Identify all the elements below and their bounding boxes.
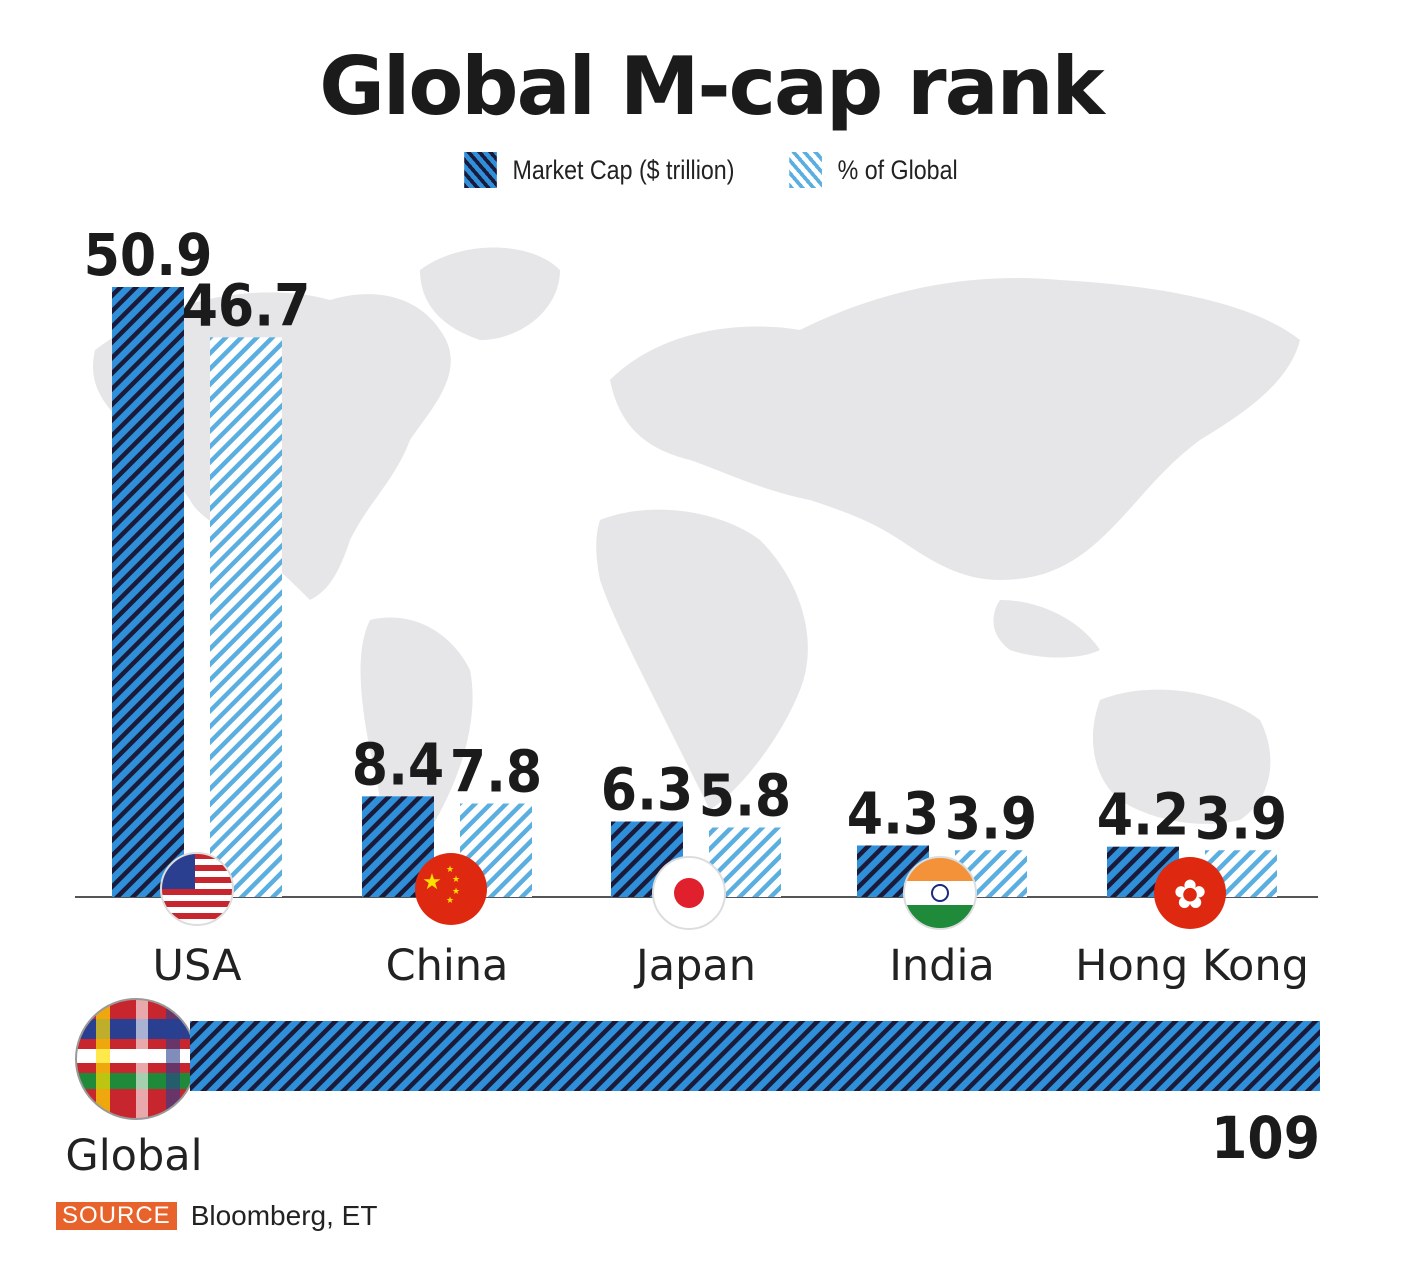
global-globe-icon — [75, 998, 197, 1120]
world-map-background — [92, 247, 1300, 874]
china-flag-icon: ★ ★ ★ ★ ★ — [415, 853, 487, 925]
legend: Market Cap ($ trillion) % of Global — [100, 152, 1323, 188]
svg-text:✿: ✿ — [1173, 872, 1207, 918]
legend-label-pct-global: % of Global — [837, 154, 958, 185]
chart-title: Global M-cap rank — [319, 40, 1105, 133]
value-label-usa-pct-global: 46.7 — [182, 271, 311, 339]
legend-swatch-pct-global — [789, 152, 823, 188]
value-label-japan-market-cap: 6.3 — [601, 755, 693, 823]
value-label-japan-pct-global: 5.8 — [699, 761, 791, 829]
category-label-usa: USA — [153, 941, 243, 991]
category-label-hong-kong: Hong Kong — [1075, 941, 1309, 991]
source-tag: SOURCE — [56, 1202, 177, 1230]
value-label-china-market-cap: 8.4 — [352, 730, 444, 798]
legend-item-pct-global: % of Global — [789, 152, 958, 188]
category-label-china: China — [386, 941, 509, 991]
value-label-global: 109 — [1211, 1104, 1320, 1172]
category-label-india: India — [889, 941, 995, 991]
source-line: SOURCE Bloomberg, ET — [56, 1200, 377, 1232]
svg-text:★: ★ — [446, 896, 454, 906]
svg-text:★: ★ — [422, 870, 442, 895]
value-label-india-pct-global: 3.9 — [945, 784, 1037, 852]
bar-usa-pct-global — [210, 337, 282, 897]
svg-text:★: ★ — [446, 865, 454, 875]
value-label-hong-kong-market-cap: 4.2 — [1097, 781, 1189, 849]
value-label-india-market-cap: 4.3 — [847, 779, 939, 847]
category-label-japan: Japan — [633, 941, 756, 991]
usa-flag-icon — [160, 852, 234, 926]
legend-item-market-cap: Market Cap ($ trillion) — [464, 152, 734, 188]
bar-usa-market-cap — [112, 287, 184, 897]
legend-swatch-market-cap — [464, 152, 498, 188]
bar-global-market-cap — [190, 1021, 1320, 1091]
value-label-hong-kong-pct-global: 3.9 — [1195, 784, 1287, 852]
svg-text:★: ★ — [452, 875, 460, 885]
svg-text:★: ★ — [452, 887, 460, 897]
source-text: Bloomberg, ET — [190, 1200, 378, 1231]
india-flag-icon — [903, 856, 977, 930]
category-label-global: Global — [65, 1131, 202, 1181]
value-label-usa-market-cap: 50.9 — [84, 221, 213, 289]
value-label-china-pct-global: 7.8 — [450, 738, 542, 806]
japan-flag-icon — [652, 856, 726, 930]
hong-kong-flag-icon: ✿ — [1154, 857, 1226, 929]
legend-label-market-cap: Market Cap ($ trillion) — [512, 154, 735, 185]
